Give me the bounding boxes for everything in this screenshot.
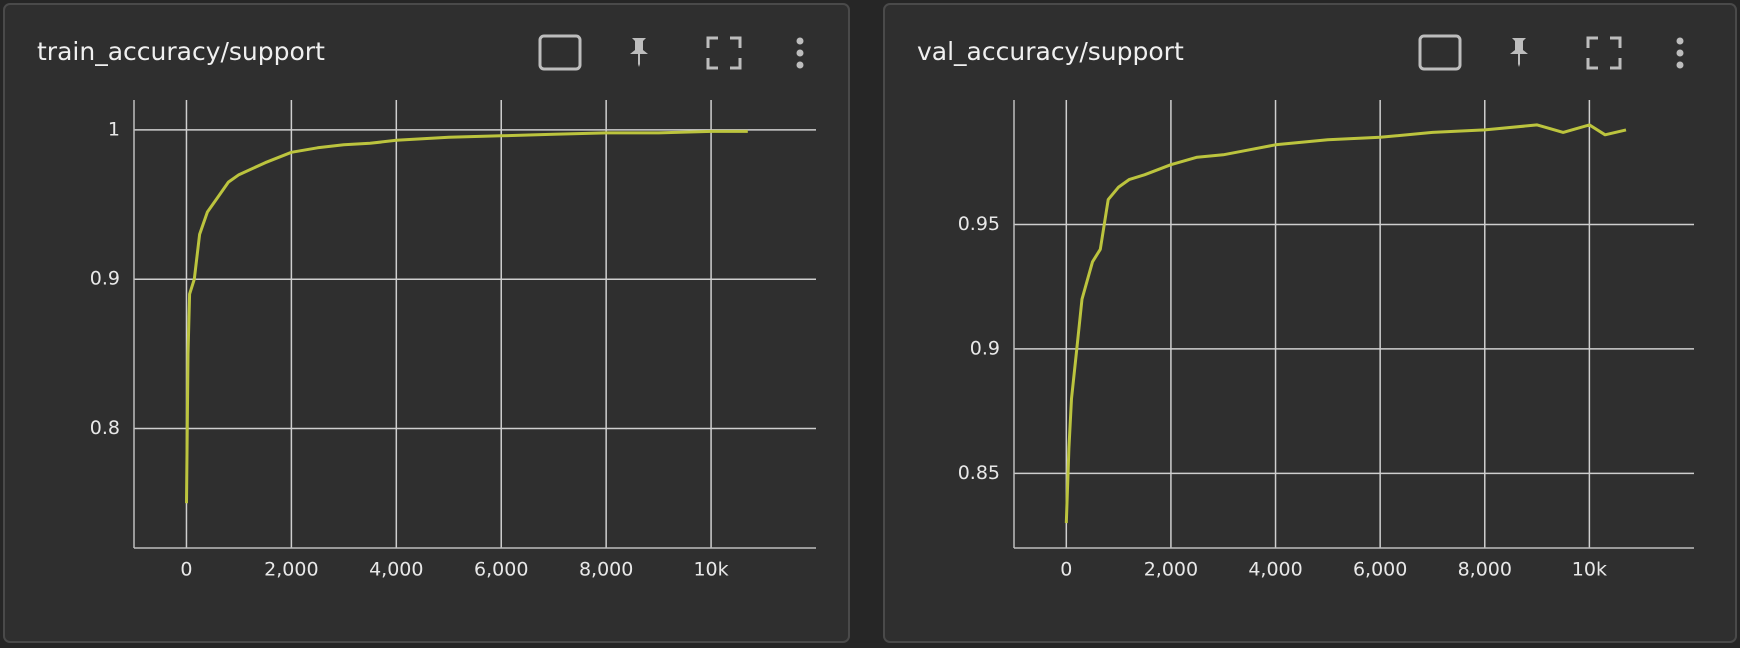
- fullscreen-button[interactable]: [706, 36, 742, 70]
- card: [3, 3, 850, 643]
- y-tick-label: 1: [108, 118, 120, 140]
- pin-button[interactable]: [1510, 38, 1528, 67]
- more-button[interactable]: [1676, 37, 1684, 69]
- x-tick-label: 4,000: [1248, 559, 1302, 581]
- y-tick-label: 0.9: [970, 337, 1000, 359]
- chart-title: val_accuracy/support: [917, 37, 1184, 66]
- more-button[interactable]: [796, 37, 804, 69]
- fit-domain-button[interactable]: [538, 34, 582, 71]
- x-tick-label: 10k: [1572, 559, 1607, 581]
- x-tick-label: 8,000: [1458, 559, 1512, 581]
- card-toolbar: [538, 34, 804, 71]
- x-tick-label: 10k: [693, 559, 728, 581]
- x-tick-label: 8,000: [579, 559, 633, 581]
- pin-button[interactable]: [630, 38, 648, 67]
- y-tick-label: 0.95: [958, 213, 1000, 235]
- x-tick-label: 4,000: [369, 559, 423, 581]
- card: [883, 3, 1737, 643]
- fit-domain-button[interactable]: [1418, 34, 1462, 71]
- series-line: [1064, 123, 1627, 524]
- x-tick-label: 2,000: [264, 559, 318, 581]
- chart-title: train_accuracy/support: [37, 37, 325, 66]
- series-line: [185, 129, 748, 504]
- card-toolbar: [1418, 34, 1684, 71]
- x-tick-label: 2,000: [1144, 559, 1198, 581]
- y-tick-label: 0.85: [958, 462, 1000, 484]
- x-tick-label: 0: [1060, 559, 1072, 581]
- x-tick-label: 0: [180, 559, 192, 581]
- y-tick-label: 0.9: [90, 268, 120, 290]
- y-tick-label: 0.8: [90, 417, 120, 439]
- x-tick-label: 6,000: [474, 559, 528, 581]
- fullscreen-button[interactable]: [1586, 36, 1622, 70]
- x-tick-label: 6,000: [1353, 559, 1407, 581]
